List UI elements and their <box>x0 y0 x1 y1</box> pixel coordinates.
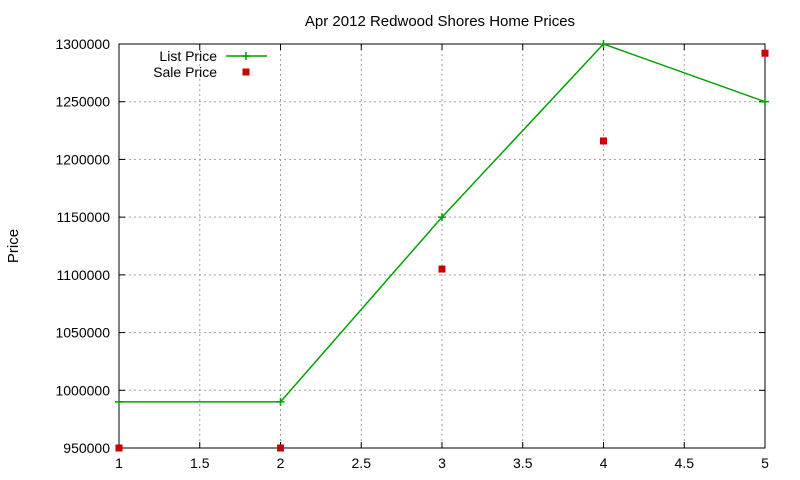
list-price-point <box>438 213 446 222</box>
legend-label: Sale Price <box>153 64 217 80</box>
sale-price-point <box>761 49 769 57</box>
axis-ticks: 1 1.5 2 2.5 3 3.5 4 4.5 5 950000 1000000 1050000 110… <box>55 36 769 471</box>
y-tick-label: 950000 <box>63 440 110 456</box>
x-tick-label: 1 <box>115 455 123 471</box>
sale-price-point <box>600 137 607 145</box>
sale-price-point <box>438 265 446 273</box>
x-tick-label: 2 <box>277 455 285 471</box>
list-price-line <box>119 43 766 403</box>
list-price-point <box>761 97 769 106</box>
x-tick-label: 4.5 <box>675 455 695 471</box>
y-tick-label: 1250000 <box>55 94 110 110</box>
x-tick-label: 2.5 <box>352 455 372 471</box>
y-tick-label: 1200000 <box>55 151 110 167</box>
sale-price-point <box>277 444 284 452</box>
x-tick-label: 3.5 <box>513 455 533 471</box>
sale-price-point <box>115 444 123 452</box>
y-tick-label: 1300000 <box>55 36 110 52</box>
chart-title: Apr 2012 Redwood Shores Home Prices <box>305 13 575 30</box>
legend-point-swatch <box>242 52 250 60</box>
list-price-point <box>599 40 608 48</box>
y-tick-label: 1100000 <box>57 267 111 283</box>
list-price-point <box>115 397 123 406</box>
y-tick-label: 1000000 <box>55 382 110 398</box>
y-tick-label: 1150000 <box>57 209 111 225</box>
x-tick-label: 4 <box>600 455 608 471</box>
legend-point-swatch <box>242 68 250 76</box>
plot-frame <box>118 43 766 449</box>
y-tick-label: 1050000 <box>55 325 110 341</box>
series-layer <box>115 40 769 452</box>
x-tick-label: 5 <box>761 455 769 471</box>
legend-label: List Price <box>159 48 217 64</box>
x-tick-label: 3 <box>438 455 446 471</box>
grid <box>119 44 765 448</box>
y-axis-label: Price <box>5 229 22 263</box>
list-price-point <box>276 397 285 406</box>
x-tick-label: 1.5 <box>190 455 210 471</box>
